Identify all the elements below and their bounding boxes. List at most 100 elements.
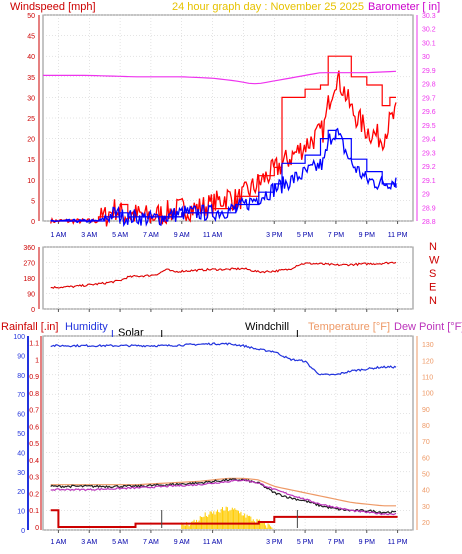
humidity-ytick-label: 80	[17, 373, 25, 380]
direction-ytick-label: 90	[27, 292, 35, 299]
rain-ytick-label: 0.1	[29, 508, 39, 515]
climate-frame	[42, 335, 414, 531]
barometer-ytick-label: 29.4	[422, 137, 436, 144]
temperature-ytick-label: 100	[422, 391, 434, 398]
humidity-ytick-label: 60	[17, 412, 25, 419]
barometer-ytick-label: 29.1	[422, 178, 436, 185]
temperature-ytick-label: 20	[422, 520, 430, 527]
climate-xtick-label: 11 PM	[388, 539, 408, 546]
wind-xtick-label: 11 PM	[388, 232, 408, 239]
barometer-ytick-label: 28.9	[422, 205, 436, 212]
wind-xtick-label: 7 AM	[143, 232, 159, 239]
temperature-ytick-label: 40	[422, 488, 430, 495]
climate-xtick-label: 5 AM	[112, 539, 128, 546]
temperature-ytick-label: 60	[422, 455, 430, 462]
wind-ytick-label: 45	[27, 34, 35, 41]
wind-ytick-label: 15	[27, 157, 35, 164]
direction-compass-label: N	[429, 241, 437, 253]
temperature-humidity-rain-panel: 0 10 20 30 40 50 60 70 80 90 100 0 0.1 0.2 0.3 0.4 0.5 0.…	[13, 330, 434, 546]
temperature-ytick-label: 50	[422, 471, 430, 478]
humidity-ytick-label: 90	[17, 353, 25, 360]
direction-ytick-label: 180	[23, 276, 35, 283]
climate-series-3	[50, 478, 397, 516]
barometer-ytick-label: 29.3	[422, 150, 436, 157]
climate-series-5	[50, 509, 398, 528]
humidity-ytick-label: 10	[17, 509, 25, 516]
direction-compass-label: N	[429, 295, 437, 307]
wind-xtick-label: 11 AM	[203, 232, 222, 239]
rain-ytick-label: 0.8	[29, 391, 39, 398]
wind-ytick-label: 50	[27, 13, 35, 20]
wind-ytick-label: 20	[27, 137, 35, 144]
rain-ytick-label: 0.3	[29, 475, 39, 482]
wind-ytick-label: 30	[27, 95, 35, 102]
graph-title: 24 hour graph day : November 25 2025	[172, 1, 364, 13]
direction-ytick-label: 0	[31, 307, 35, 314]
climate-xtick-label: 7 AM	[143, 539, 159, 546]
climate-xtick-label: 9 PM	[359, 539, 376, 546]
wind-ytick-label: 35	[27, 75, 35, 82]
barometer-ytick-label: 28.8	[422, 219, 436, 226]
barometer-ytick-label: 29.6	[422, 109, 436, 116]
climate-xtick-label: 1 AM	[50, 539, 66, 546]
windspeed-axis-title: Windspeed [mph]	[10, 1, 96, 13]
barometer-ytick-label: 29	[422, 192, 430, 199]
wind-ytick-label: 40	[27, 54, 35, 61]
wind-xtick-label: 3 PM	[266, 232, 283, 239]
direction-frame	[42, 246, 414, 310]
wind-barometer-panel: 0 5 10 15 20 25 30 35 40 45 50 28.8 28.9 29 29.1 29.2 29…	[27, 13, 436, 239]
direction-series-0	[50, 261, 397, 289]
rain-ytick-label: 0.5	[29, 441, 39, 448]
direction-compass-label: E	[429, 282, 436, 294]
barometer-ytick-label: 29.8	[422, 82, 436, 89]
wind-xtick-label: 9 AM	[174, 232, 190, 239]
temperature-ytick-label: 80	[422, 423, 430, 430]
climate-xtick-label: 11 AM	[203, 539, 222, 546]
barometer-ytick-label: 29.9	[422, 68, 436, 75]
barometer-ytick-label: 30.1	[422, 40, 436, 47]
wind-ytick-label: 0	[31, 219, 35, 226]
temperature-ytick-label: 70	[422, 439, 430, 446]
wind-xtick-label: 3 AM	[81, 232, 97, 239]
windchill-axis-title: Windchill	[245, 321, 289, 333]
barometer-ytick-label: 30	[422, 54, 430, 61]
humidity-ytick-label: 0	[21, 528, 25, 535]
humidity-ytick-label: 50	[17, 431, 25, 438]
barometer-ytick-label: 30.3	[422, 13, 436, 20]
direction-compass-label: W	[429, 255, 440, 267]
climate-xtick-label: 5 PM	[297, 539, 314, 546]
climate-series-1	[50, 477, 396, 507]
barometer-ytick-label: 29.2	[422, 164, 436, 171]
temperature-ytick-label: 110	[422, 374, 433, 381]
climate-series-2	[50, 478, 397, 515]
temperature-ytick-label: 120	[422, 358, 434, 365]
direction-ytick-label: 270	[23, 261, 35, 268]
wind-ytick-label: 25	[27, 116, 35, 123]
barometer-ytick-label: 29.7	[422, 95, 436, 102]
humidity-ytick-label: 40	[17, 450, 25, 457]
direction-compass-label: S	[429, 268, 436, 280]
rainfall-axis-title: Rainfall [.in]	[1, 321, 58, 333]
rain-ytick-label: 1	[35, 357, 39, 364]
dewpoint-axis-title: Dew Point [°F]	[394, 321, 462, 333]
rain-ytick-label: 1.1	[29, 341, 39, 348]
climate-xtick-label: 3 PM	[266, 539, 283, 546]
direction-ytick-label: 360	[23, 245, 35, 252]
wind-xtick-label: 5 PM	[297, 232, 314, 239]
wind-series-3	[50, 127, 397, 228]
barometer-axis-title: Barometer [ in]	[368, 1, 440, 13]
climate-xtick-label: 3 AM	[81, 539, 97, 546]
wind-series-4	[43, 70, 397, 85]
humidity-ytick-label: 70	[17, 392, 25, 399]
temperature-ytick-label: 30	[422, 504, 430, 511]
humidity-ytick-label: 20	[17, 489, 25, 496]
climate-xtick-label: 9 AM	[174, 539, 190, 546]
rain-ytick-label: 0.9	[29, 374, 39, 381]
humidity-axis-title: Humidity	[65, 321, 108, 333]
barometer-ytick-label: 29.5	[422, 123, 436, 130]
climate-xtick-label: 7 PM	[328, 539, 345, 546]
wind-xtick-label: 5 AM	[112, 232, 128, 239]
temperature-ytick-label: 130	[422, 342, 434, 349]
